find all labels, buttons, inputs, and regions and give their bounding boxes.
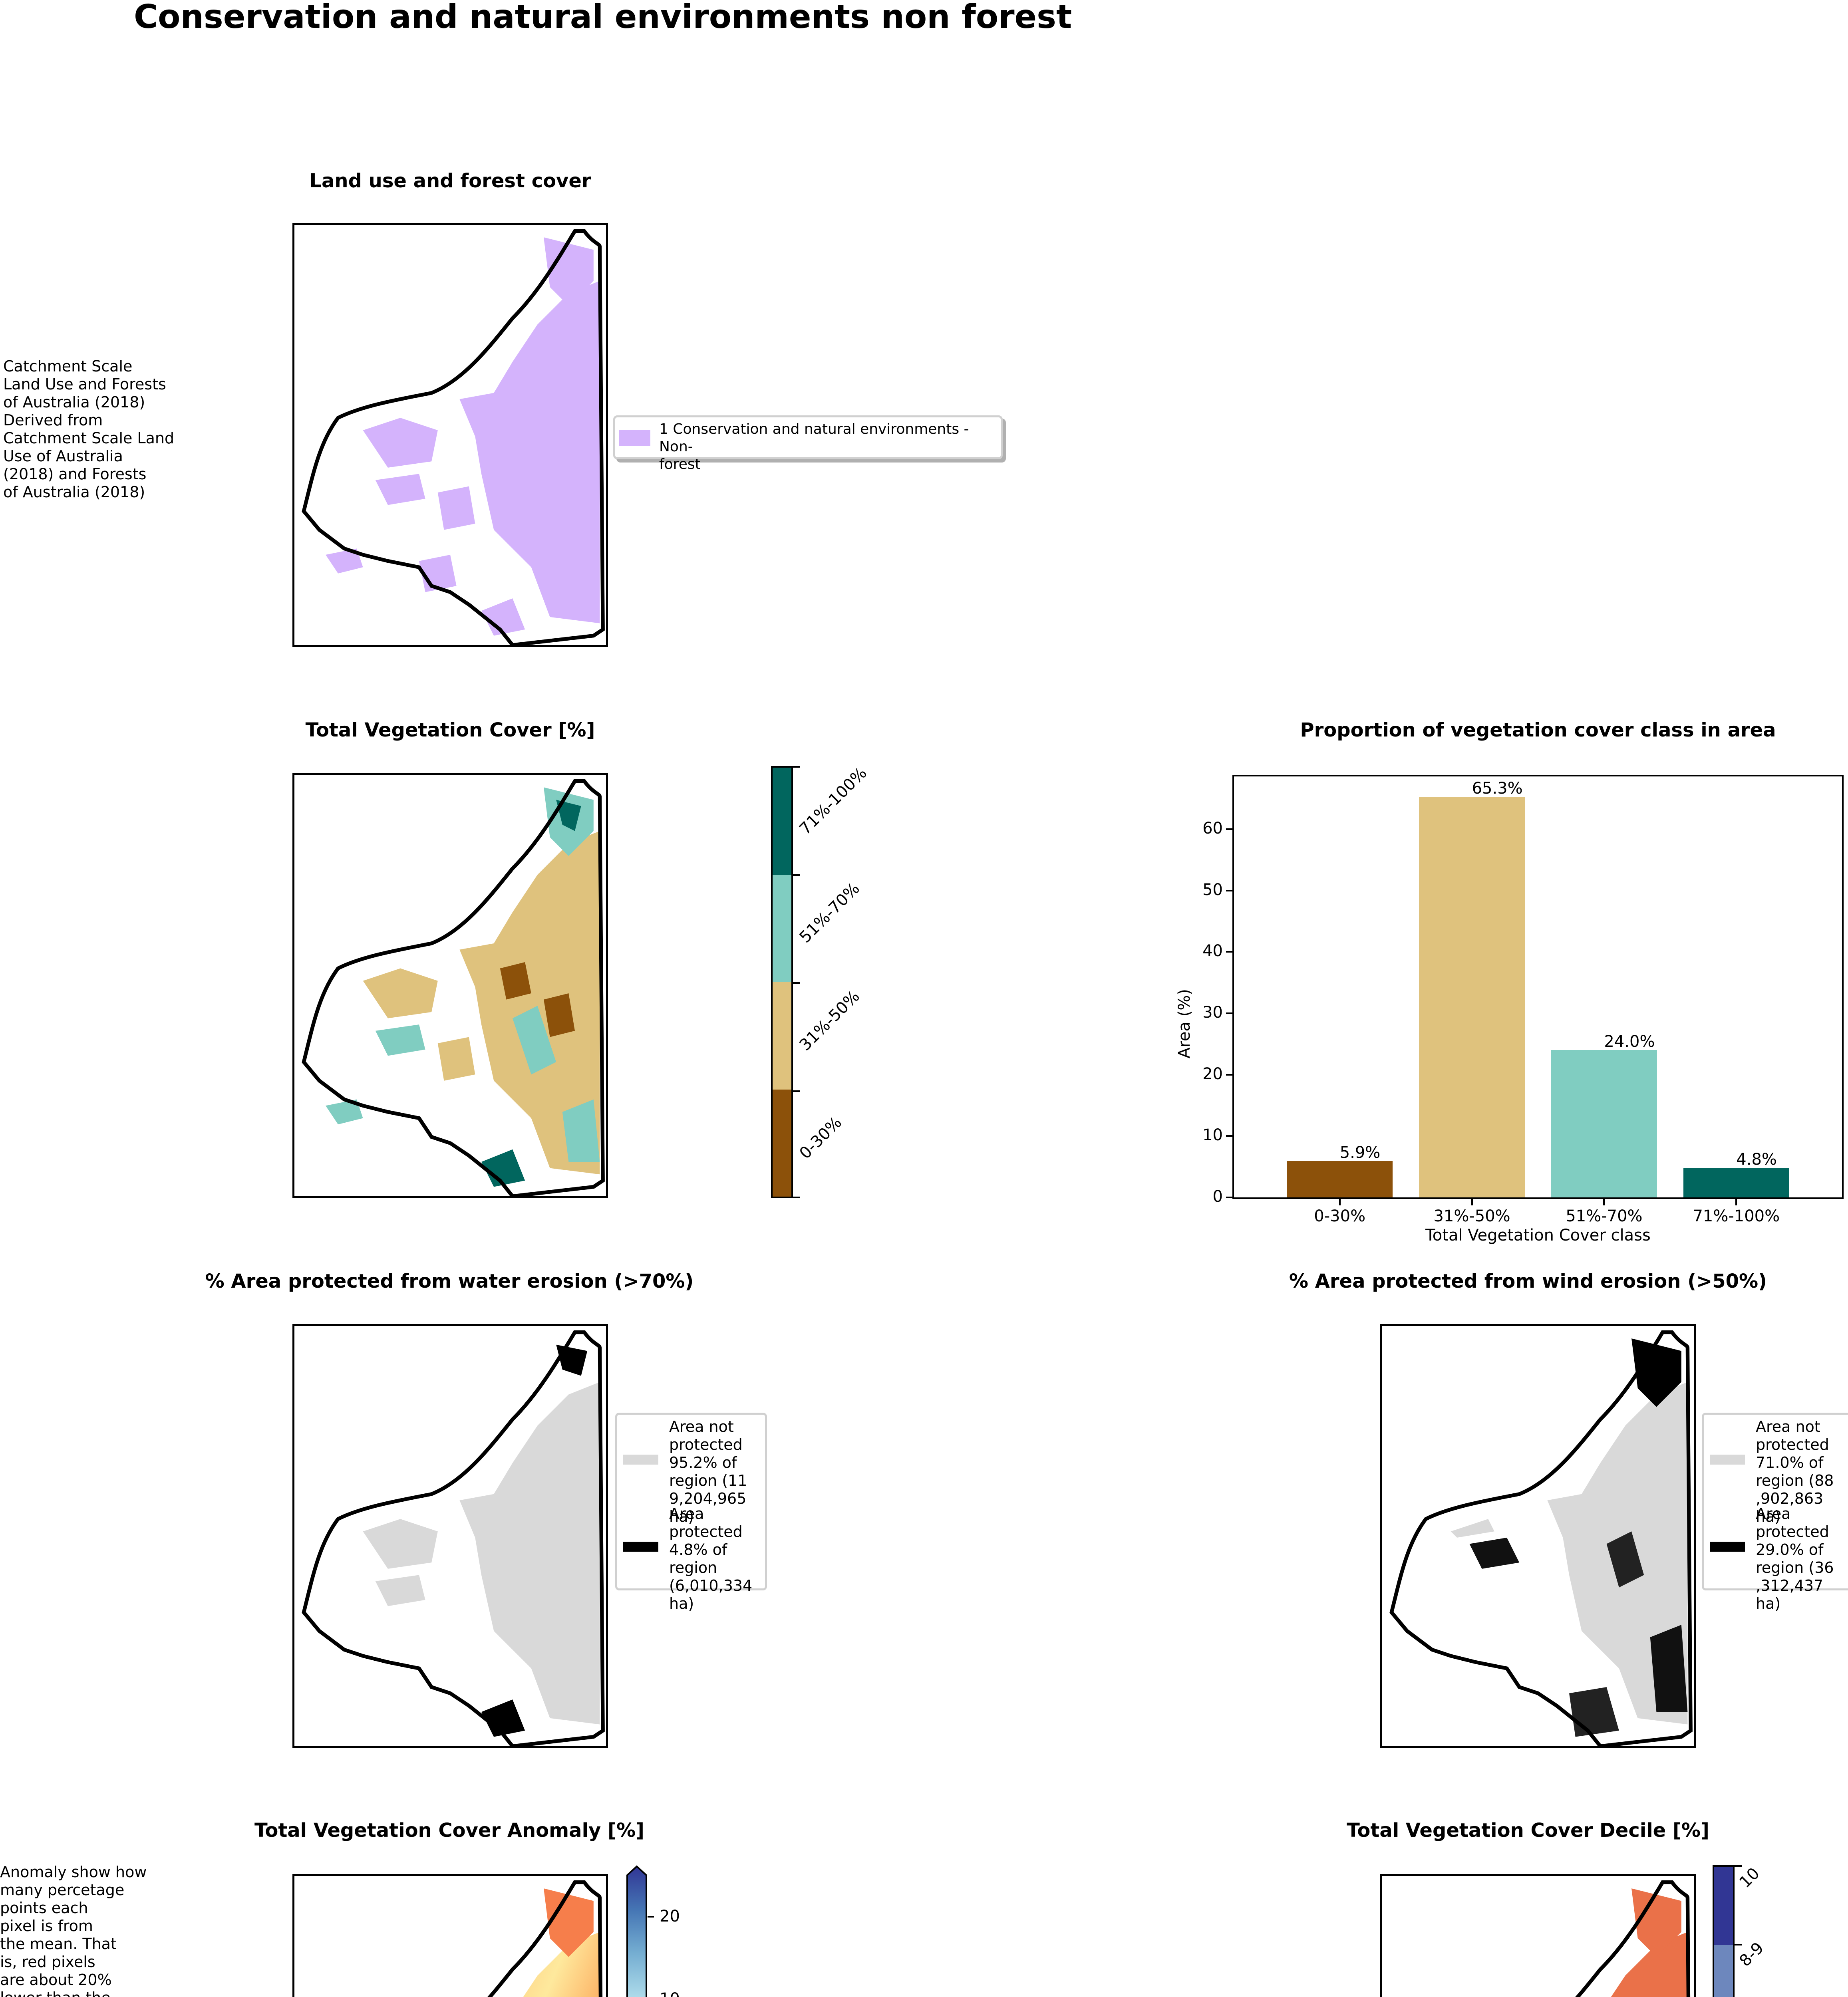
decile-map-image (1575, 1880, 1691, 1997)
colorbar-segment (773, 982, 791, 1090)
y-tick-label: 0 (1212, 1187, 1223, 1206)
water-erosion-legend: Area not protected 95.2% of region (11 9… (615, 1413, 767, 1612)
bar-data-label: 4.8% (1736, 1150, 1777, 1169)
bar-data-label: 65.3% (1472, 779, 1523, 798)
water-erosion-map-image (302, 1330, 605, 1746)
land-use-map (292, 223, 608, 647)
bar-chart-yaxis: 0 10 20 30 40 50 60 (1198, 775, 1232, 1206)
colorbar-label: 51%-70% (796, 879, 863, 947)
colorbar-tick-label: 20 (660, 1907, 680, 1926)
land-use-legend: 1 Conservation and natural environments … (613, 415, 1003, 472)
legend-swatch-not-protected (623, 1455, 658, 1465)
bar-chart-xaxis: 0-30% 31%-50% 51%-70% 71%-100% (1232, 1199, 1844, 1225)
colorbar-tick (793, 766, 800, 768)
x-tick (1471, 1199, 1473, 1205)
bar (1551, 1050, 1657, 1197)
bar-chart-ylabel: Area (%) (1175, 989, 1194, 1058)
wind-erosion-map (1380, 1324, 1696, 1748)
y-tick (1226, 1197, 1232, 1198)
y-tick-label: 40 (1202, 942, 1223, 961)
bar (1419, 796, 1525, 1197)
colorbar-label: 31%-50% (796, 987, 863, 1055)
decile-map (1380, 1874, 1696, 1997)
decile-colorbar-labels: 12-34-78-910 (1735, 1864, 1814, 1997)
page-title: Conservation and natural environments no… (134, 0, 1072, 36)
anomaly-map-image (487, 1880, 603, 1997)
colorbar-segment (773, 1089, 791, 1197)
x-tick-label: 51%-70% (1566, 1207, 1643, 1225)
x-tick (1603, 1199, 1605, 1205)
y-tick (1226, 1074, 1232, 1076)
anomaly-map (292, 1874, 608, 1997)
x-tick-label: 71%-100% (1693, 1207, 1780, 1225)
y-tick (1226, 951, 1232, 953)
bar-data-label: 5.9% (1339, 1143, 1381, 1162)
bar (1683, 1168, 1789, 1197)
anomaly-colorbar-image (626, 1865, 647, 1997)
colorbar-tick (648, 1916, 654, 1918)
wind-erosion-map-image (1389, 1330, 1693, 1746)
colorbar-tick (1735, 1944, 1742, 1946)
x-tick-label: 31%-50% (1433, 1207, 1510, 1225)
veg-cover-colorbar (771, 766, 793, 1198)
x-tick (1735, 1199, 1737, 1205)
colorbar-segment (1714, 1867, 1733, 1945)
legend-swatch-protected (623, 1542, 658, 1552)
decile-title: Total Vegetation Cover Decile [%] (1347, 1819, 1709, 1842)
legend-label-protected: Area protected 4.8% of region (6,010,334… (669, 1505, 753, 1612)
decile-colorbar (1713, 1865, 1735, 1997)
anomaly-note: Anomaly show how many percetage points e… (0, 1863, 147, 1997)
veg-cover-title: Total Vegetation Cover [%] (305, 719, 595, 741)
y-tick (1226, 889, 1232, 891)
colorbar-tick (793, 874, 800, 876)
anomaly-title: Total Vegetation Cover Anomaly [%] (254, 1819, 644, 1842)
colorbar-label: 71%-100% (796, 764, 870, 839)
colorbar-label: 10 (1736, 1864, 1763, 1892)
wind-erosion-title: % Area protected from wind erosion (>50%… (1289, 1270, 1767, 1292)
bar-chart-axes: 5.9% 65.3% 24.0% 4.8% (1232, 775, 1844, 1199)
x-tick-label: 0-30% (1314, 1207, 1366, 1225)
colorbar-segment (1714, 1945, 1733, 1997)
bar-data-label: 24.0% (1604, 1032, 1655, 1051)
legend-label-protected: Area protected 29.0% of region (36 ,312,… (1756, 1505, 1834, 1612)
legend-label-not-protected: Area not protected 95.2% of region (11 9… (669, 1418, 747, 1525)
land-use-source-note: Catchment Scale Land Use and Forests of … (3, 357, 175, 501)
y-tick-label: 30 (1202, 1003, 1223, 1022)
colorbar-tick-label: 10 (660, 1990, 680, 1997)
veg-cover-colorbar-labels: 0-30% 31%-50% 51%-70% 71%-100% (793, 764, 913, 1198)
legend-swatch-not-protected (1710, 1455, 1745, 1465)
colorbar-segment (773, 875, 791, 982)
y-tick-label: 60 (1202, 819, 1223, 838)
colorbar-tick (1735, 1865, 1742, 1867)
legend-swatch-protected (1710, 1542, 1745, 1552)
y-tick (1226, 1012, 1232, 1014)
veg-cover-map-image (302, 779, 605, 1196)
x-tick (1339, 1199, 1341, 1205)
bar-chart-title: Proportion of vegetation cover class in … (1300, 719, 1776, 741)
wind-erosion-legend: Area not protected 71.0% of region (88 ,… (1702, 1413, 1848, 1612)
colorbar-segment (773, 768, 791, 875)
anomaly-colorbar (626, 1865, 648, 1997)
y-tick (1226, 1135, 1232, 1137)
water-erosion-map (292, 1324, 608, 1748)
y-tick-label: 20 (1202, 1064, 1223, 1083)
legend-label-conservation: 1 Conservation and natural environments … (659, 421, 969, 472)
y-tick-label: 10 (1202, 1126, 1223, 1145)
legend-swatch-conservation (619, 430, 650, 446)
veg-cover-map (292, 773, 608, 1198)
colorbar-tick (793, 1090, 800, 1092)
y-tick-label: 50 (1202, 880, 1223, 899)
land-use-title: Land use and forest cover (309, 170, 591, 192)
legend-label-not-protected: Area not protected 71.0% of region (88 ,… (1756, 1418, 1834, 1525)
colorbar-tick (793, 1197, 800, 1198)
bar-chart-xlabel: Total Vegetation Cover class (1425, 1226, 1651, 1245)
colorbar-label: 0-30% (796, 1113, 846, 1163)
colorbar-tick (793, 982, 800, 984)
anomaly-colorbar-ticks: 20100−10−20 (648, 1865, 707, 1997)
water-erosion-title: % Area protected from water erosion (>70… (205, 1270, 694, 1292)
bar (1287, 1161, 1393, 1197)
y-tick (1226, 828, 1232, 830)
land-use-map-image (302, 229, 605, 645)
